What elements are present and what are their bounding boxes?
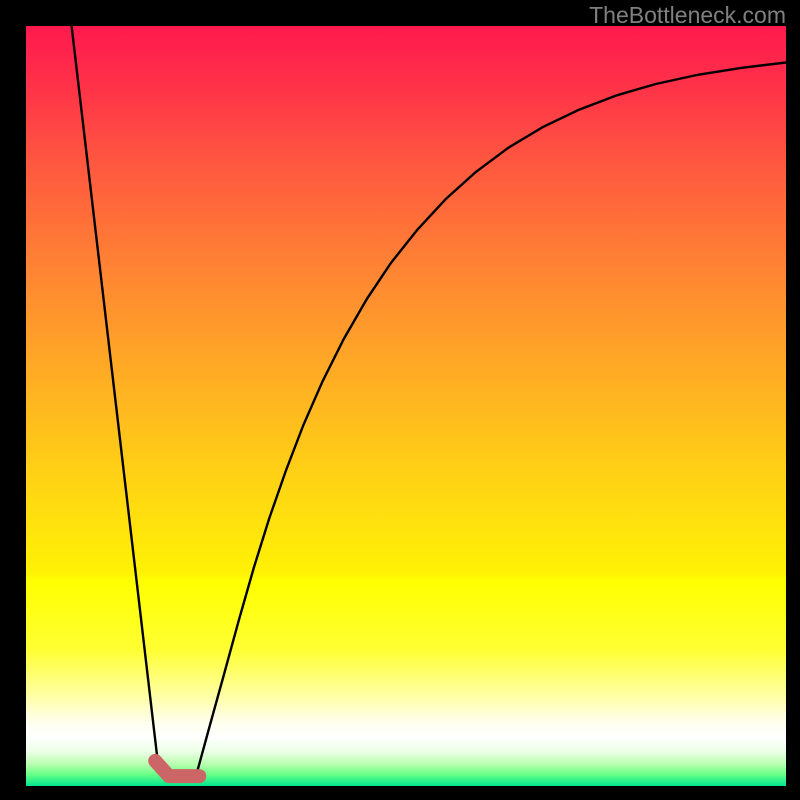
bottleneck-marker: [155, 761, 199, 776]
chart-container: TheBottleneck.com: [0, 0, 800, 800]
curves-svg: [26, 26, 786, 786]
left-line: [72, 26, 159, 772]
watermark-text: TheBottleneck.com: [589, 2, 786, 29]
right-curve: [197, 62, 786, 772]
plot-area: [26, 26, 786, 786]
